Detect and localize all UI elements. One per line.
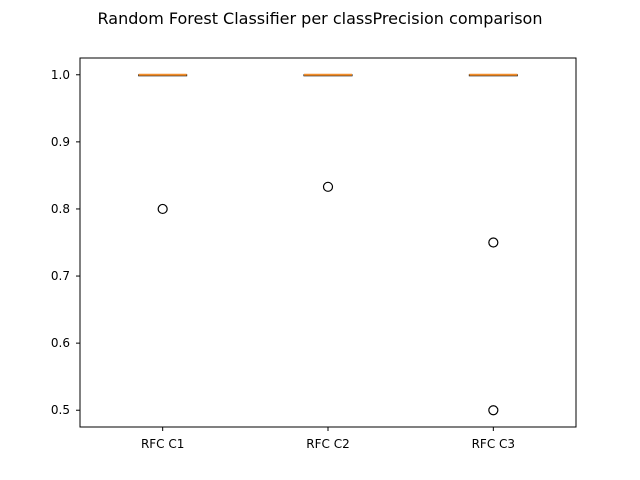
x-tick-label: RFC C2 bbox=[306, 437, 349, 451]
outlier-point bbox=[488, 237, 499, 248]
chart-title: Random Forest Classifier per classPrecis… bbox=[98, 9, 543, 28]
y-tick-label: 0.9 bbox=[51, 135, 70, 149]
outlier-point bbox=[322, 181, 334, 192]
x-tick-label: RFC C1 bbox=[141, 437, 184, 451]
y-tick-label: 0.7 bbox=[51, 269, 70, 283]
y-tick-label: 1.0 bbox=[51, 68, 70, 82]
x-axis: RFC C1 RFC C2 RFC C3 bbox=[141, 427, 515, 451]
outlier-point bbox=[488, 405, 499, 416]
y-tick-label: 0.5 bbox=[51, 403, 70, 417]
box-series bbox=[138, 73, 518, 416]
y-axis: 0.5 0.6 0.7 0.8 0.9 1.0 bbox=[51, 68, 80, 417]
y-tick-label: 0.6 bbox=[51, 336, 70, 350]
plot-area bbox=[79, 57, 577, 428]
outlier-point bbox=[157, 203, 168, 215]
y-tick-label: 0.8 bbox=[51, 202, 70, 216]
x-tick-label: RFC C3 bbox=[472, 437, 515, 451]
